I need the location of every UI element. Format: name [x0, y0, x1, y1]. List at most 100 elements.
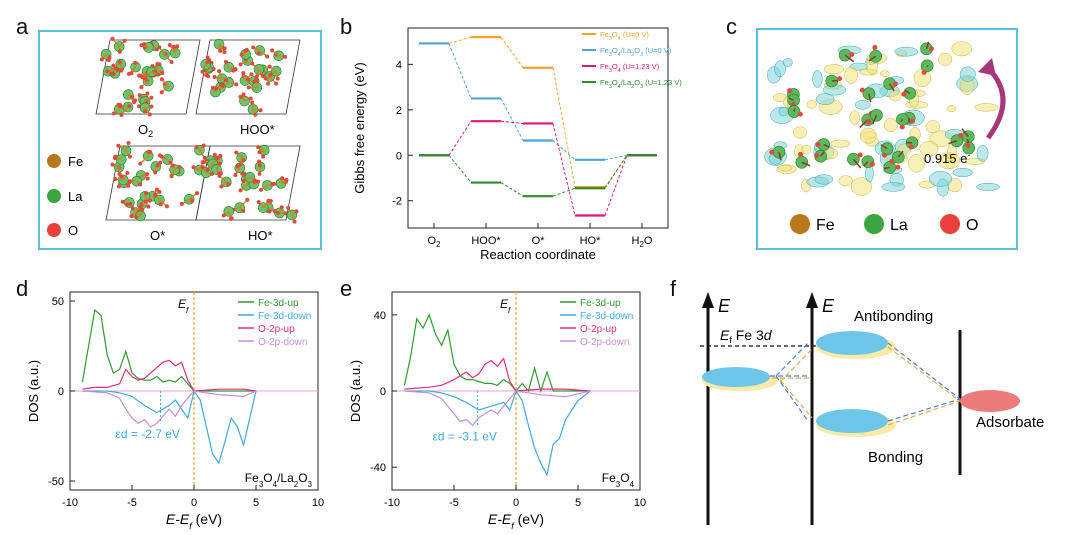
o-atom — [272, 209, 277, 214]
o-atom — [140, 207, 145, 212]
energy-axis-left-arrow — [702, 292, 714, 308]
o-atom — [179, 201, 184, 206]
o-atom — [908, 144, 914, 150]
o-atom — [139, 85, 144, 90]
x-tick-label: O* — [532, 235, 546, 247]
o-atom — [274, 81, 279, 86]
energy-connector — [500, 120, 524, 124]
legend-label: Fe3O4/La2O3 (U=1.23 V) — [600, 78, 682, 90]
o-atom — [145, 172, 150, 177]
o-atom — [211, 67, 216, 72]
o-atom — [110, 36, 115, 41]
o-atom — [218, 48, 223, 53]
o-atom — [200, 69, 205, 74]
o-atom — [238, 62, 243, 67]
adsorbate-label: Adsorbate — [976, 414, 1044, 431]
legend-label: Fe-3d-up — [580, 298, 621, 309]
panel-letter-b: b — [340, 14, 353, 39]
energy-connector — [448, 154, 472, 183]
o-atom — [149, 104, 154, 109]
panel-letter-c: c — [726, 14, 737, 39]
bond — [778, 152, 782, 161]
o-atom — [270, 48, 275, 53]
bond — [948, 140, 958, 145]
o-atom — [205, 60, 210, 65]
o-atom — [895, 164, 901, 170]
energy-axis-left-label: E — [718, 296, 731, 316]
energy-connector — [448, 36, 472, 44]
fermi-label: Ef — [500, 297, 511, 315]
o-atom — [214, 86, 219, 91]
o-atom — [143, 76, 148, 81]
y-tick-label: 0 — [58, 386, 64, 398]
o-atom — [119, 112, 124, 117]
o-atom — [111, 111, 116, 116]
o-atom — [258, 108, 263, 113]
density-blob — [883, 118, 898, 133]
density-blob — [849, 110, 860, 125]
dos-series-line — [403, 313, 591, 394]
bond — [871, 114, 878, 125]
o-atom — [254, 77, 259, 82]
o-atom — [244, 47, 249, 52]
legend-c-la-swatch — [864, 214, 884, 234]
o-atom — [154, 187, 159, 192]
dos-series-line — [404, 390, 591, 427]
x-tick-label: 5 — [575, 497, 581, 509]
la-atom — [772, 145, 786, 159]
o-atom — [145, 91, 150, 96]
la-atom — [920, 59, 934, 73]
o-atom — [154, 47, 159, 52]
x-tick-label: H2O — [632, 235, 653, 249]
o-atom — [270, 182, 275, 187]
o-atom — [239, 52, 244, 57]
o-atom — [125, 170, 130, 175]
bonding-label: Bonding — [868, 449, 923, 466]
density-blob — [801, 144, 812, 155]
o-atom — [815, 142, 821, 148]
o-atom — [127, 104, 132, 109]
la-atom — [169, 47, 181, 59]
density-blob — [823, 64, 845, 75]
la-atom — [838, 48, 852, 62]
o-atom — [106, 58, 111, 63]
bond — [888, 83, 895, 92]
o-atom — [248, 96, 253, 101]
x-tick-label: O2 — [427, 235, 441, 249]
x-tick-label: 10 — [312, 497, 324, 509]
structure-label-o: O* — [150, 228, 165, 243]
o-atom — [119, 68, 124, 73]
bond — [788, 97, 794, 101]
o-atom — [105, 69, 110, 74]
energy-connector — [500, 98, 524, 141]
o-atom — [134, 214, 139, 219]
legend-c-fe-swatch — [790, 214, 810, 234]
o-atom — [928, 46, 934, 52]
o-atom — [148, 198, 153, 203]
legend-c-o-swatch — [940, 214, 960, 234]
o-atom — [798, 151, 804, 157]
o-atom — [158, 202, 163, 207]
o-atom — [265, 54, 270, 59]
density-blob — [814, 174, 834, 185]
o-atom — [146, 204, 151, 209]
density-blob — [951, 41, 973, 57]
o-atom — [250, 100, 255, 105]
o-atom — [212, 152, 217, 157]
o-atom — [159, 154, 164, 159]
x-tick-label: 5 — [253, 497, 259, 509]
o-atom — [965, 142, 971, 148]
density-blob — [881, 182, 906, 192]
dos-series-line — [82, 390, 257, 428]
fe3d-state — [702, 367, 770, 387]
bonding-state — [816, 409, 888, 433]
density-blob — [774, 60, 786, 78]
o-atom — [231, 68, 236, 73]
o-atom — [124, 202, 129, 207]
o-atom — [814, 153, 820, 159]
panel-letter-d: d — [16, 276, 29, 301]
o-atom — [284, 178, 289, 183]
legend-label: Fe-3d-up — [258, 298, 299, 309]
o-atom — [153, 170, 158, 175]
x-tick-label: -10 — [62, 497, 78, 509]
